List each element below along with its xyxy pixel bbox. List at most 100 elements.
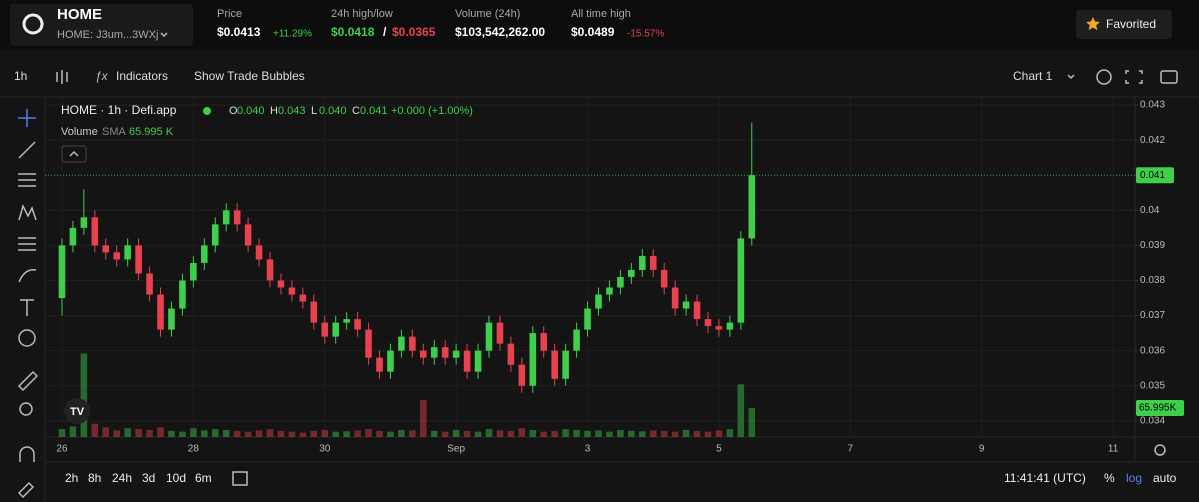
fib-tool[interactable] (18, 173, 36, 187)
volume-bar (704, 431, 712, 437)
y-tick-label: 0.039 (1140, 240, 1165, 251)
range-button[interactable]: 2h (65, 471, 78, 485)
stat-sep: / (383, 25, 387, 39)
trendline-tool[interactable] (18, 141, 36, 159)
candle-body (124, 245, 131, 260)
volume-bar (430, 430, 438, 437)
candle-body (354, 319, 361, 330)
collapse-button[interactable] (61, 145, 87, 163)
candle-body (69, 227, 77, 246)
chart-layout-button[interactable]: Chart 1 (1013, 69, 1053, 83)
volume-bar (573, 429, 580, 437)
volume-bar (288, 431, 296, 437)
volume-bar (244, 431, 252, 437)
volume-bar (211, 429, 219, 437)
candle-body (420, 350, 427, 358)
crosshair-tool[interactable] (18, 109, 36, 127)
candle-body (441, 347, 449, 358)
volume-bar (682, 429, 690, 437)
volume-bar (441, 431, 449, 437)
candle-body (58, 245, 66, 299)
range-button[interactable]: 8h (88, 471, 101, 485)
stat-value: $0.0489 (571, 25, 615, 39)
sma-label: SMA (102, 126, 127, 138)
volume-bar (124, 428, 131, 437)
candle-body (409, 336, 416, 351)
stat-label: All time high (571, 8, 631, 20)
candle-body (135, 245, 142, 274)
screenshot-button[interactable] (1160, 70, 1178, 84)
volume-bar (135, 429, 142, 437)
fx-icon: ƒx (95, 69, 109, 83)
candle-body (365, 329, 372, 358)
volume-bar (80, 353, 88, 437)
star-icon (1085, 17, 1100, 31)
status-dot (203, 107, 211, 115)
date-range-button[interactable] (232, 471, 248, 486)
draw-lock-tool[interactable] (17, 481, 35, 499)
candle-type-button[interactable] (56, 70, 68, 84)
text-tool[interactable] (20, 299, 34, 316)
volume-bar (157, 427, 164, 437)
ohlc-value: 0.040 (319, 105, 347, 117)
range-button[interactable]: 6m (195, 471, 212, 485)
magnet-tool[interactable] (19, 446, 35, 462)
log-toggle[interactable]: log (1126, 471, 1142, 485)
chevron (160, 32, 168, 38)
volume-bar (649, 430, 657, 437)
trade-bubbles-button[interactable]: Show Trade Bubbles (194, 69, 305, 83)
candle-body (682, 301, 690, 309)
volume-bar (113, 430, 121, 437)
volume-bar (266, 429, 274, 437)
candle-body (179, 280, 186, 309)
y-tick-label: 0.035 (1140, 380, 1165, 391)
volume-bar (595, 430, 602, 437)
candle-body (737, 238, 745, 323)
indicators-button[interactable]: Indicators (116, 69, 168, 83)
volume-bar (321, 429, 329, 437)
volume-bar (420, 400, 427, 437)
candle-body (211, 224, 219, 246)
volume-bar (310, 430, 318, 437)
volume-bar (562, 429, 569, 437)
x-tick-label: 9 (979, 444, 985, 455)
volume-bar (168, 430, 175, 437)
volume-bar (693, 430, 701, 437)
interval-button[interactable]: 1h (14, 69, 27, 83)
y-tick-label: 0.042 (1140, 135, 1165, 146)
range-button[interactable]: 3d (142, 471, 155, 485)
settings-button[interactable] (1096, 69, 1112, 85)
ruler-tool[interactable] (17, 370, 39, 392)
volume-bar (485, 429, 493, 437)
collapse-icon (69, 150, 79, 157)
brush-tool[interactable] (18, 269, 37, 283)
favorite-button[interactable] (1076, 10, 1172, 39)
candle-body (584, 308, 591, 330)
candle-body (80, 217, 88, 228)
auto-toggle[interactable]: auto (1153, 471, 1177, 485)
volume-bar (365, 429, 372, 437)
token-selector[interactable] (10, 4, 193, 46)
stat-value: $0.0413 (217, 25, 261, 39)
tv-logo (64, 398, 90, 424)
candle-body (595, 294, 602, 309)
percent-toggle[interactable]: % (1104, 471, 1115, 485)
zoom-tool[interactable] (19, 402, 33, 416)
volume-bar (343, 431, 350, 437)
range-button[interactable]: 10d (166, 471, 186, 485)
candle-body (485, 322, 493, 351)
axis-settings[interactable] (1154, 444, 1166, 456)
stat-label: 24h high/low (331, 8, 393, 20)
ohlc-value: 0.043 (278, 105, 306, 117)
candle-body (474, 350, 482, 372)
range-button[interactable]: 24h (112, 471, 132, 485)
pattern-tool[interactable] (18, 203, 37, 221)
emoji-tool[interactable] (18, 329, 36, 347)
projection-tool[interactable] (18, 237, 36, 251)
last-price-tag (1136, 167, 1174, 184)
candle-body (518, 364, 526, 386)
fullscreen-button[interactable] (1125, 70, 1143, 84)
volume-bar (737, 384, 745, 437)
tool-sidebar (17, 109, 39, 499)
candle-body (398, 336, 405, 351)
